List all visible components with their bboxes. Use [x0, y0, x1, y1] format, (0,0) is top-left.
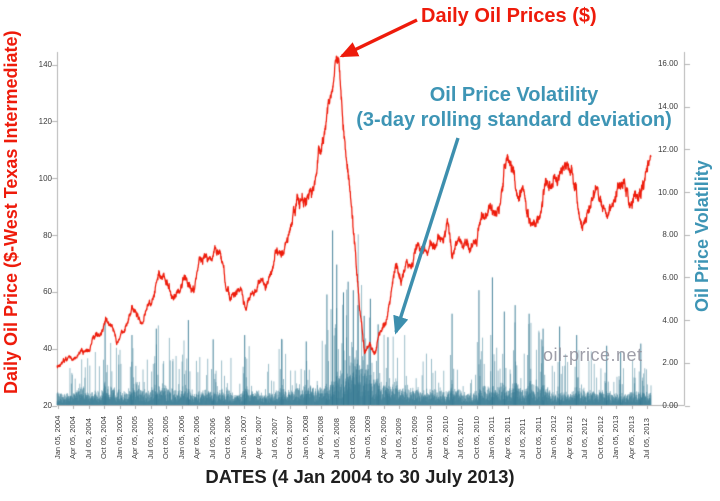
x-axis-title: DATES (4 Jan 2004 to 30 July 2013): [205, 466, 515, 487]
left-axis-title: Daily Oil Price ($-West Texas Intermedia…: [1, 30, 21, 394]
price-series-annotation: Daily Oil Prices ($): [421, 5, 597, 27]
volatility-annotation-line2: (3-day rolling standard deviation): [356, 109, 672, 131]
volatility-annotation-line1: Oil Price Volatility: [429, 84, 599, 106]
watermark: oil-price.net: [543, 345, 643, 365]
volatility-series-annotation: Oil Price Volatility (3-day rolling stan…: [316, 83, 712, 133]
